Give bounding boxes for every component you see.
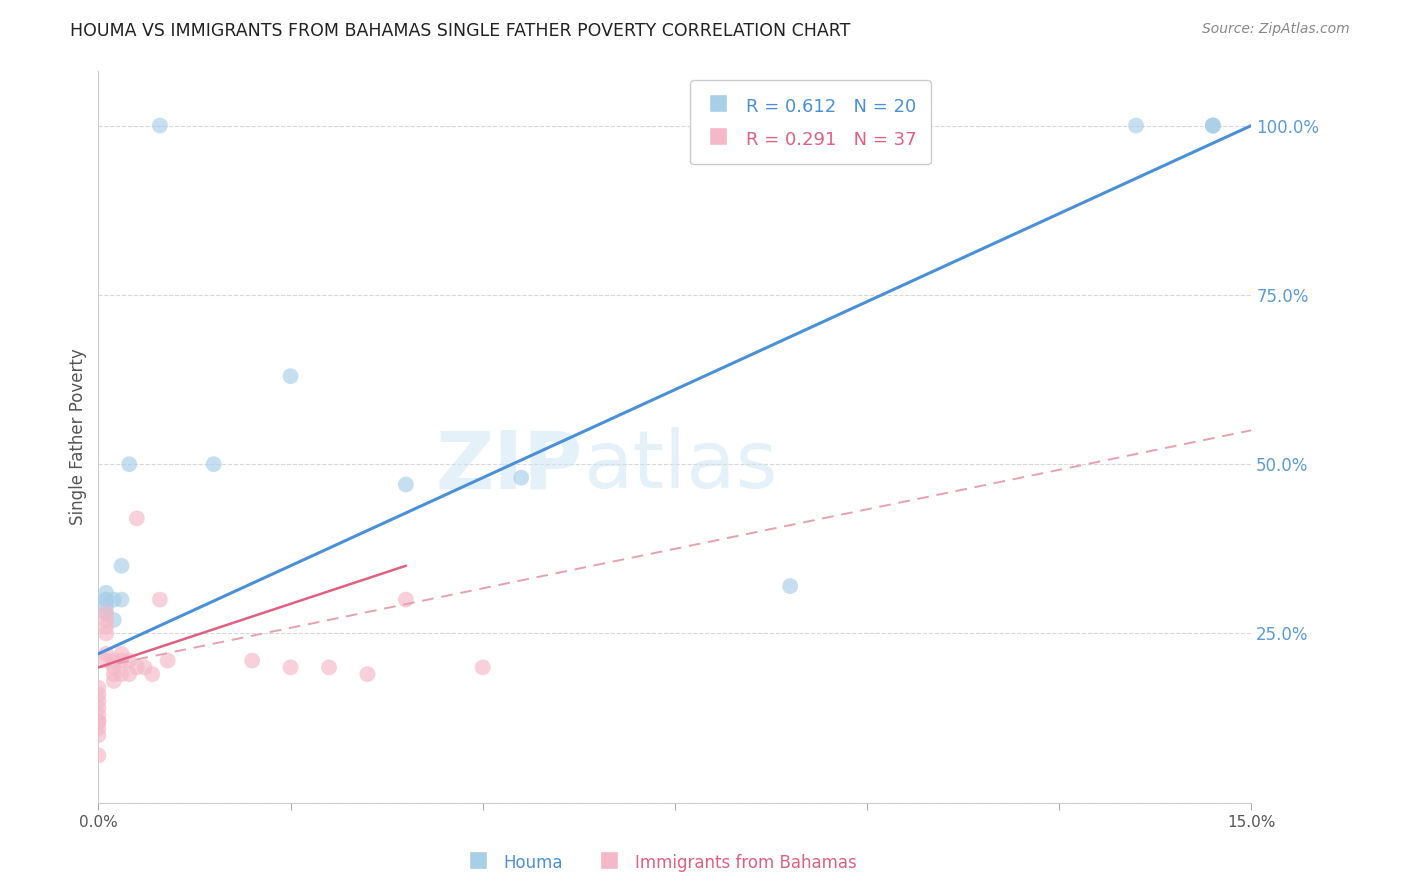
Point bbox=[110, 647, 132, 661]
Point bbox=[118, 667, 141, 681]
Point bbox=[779, 579, 801, 593]
Point bbox=[94, 620, 117, 634]
Point bbox=[94, 647, 117, 661]
Point bbox=[156, 654, 179, 668]
Point bbox=[103, 654, 125, 668]
Point bbox=[510, 471, 533, 485]
Point bbox=[110, 592, 132, 607]
Point bbox=[94, 626, 117, 640]
Text: atlas: atlas bbox=[582, 427, 778, 506]
Point bbox=[318, 660, 340, 674]
Point bbox=[87, 681, 110, 695]
Point bbox=[149, 592, 172, 607]
Point bbox=[94, 586, 117, 600]
Point bbox=[87, 728, 110, 742]
Point bbox=[87, 714, 110, 729]
Point bbox=[141, 667, 163, 681]
Point bbox=[280, 660, 302, 674]
Point bbox=[94, 592, 117, 607]
Point bbox=[94, 654, 117, 668]
Point bbox=[87, 721, 110, 735]
Point bbox=[94, 606, 117, 620]
Legend: Houma, Immigrants from Bahamas: Houma, Immigrants from Bahamas bbox=[458, 846, 863, 880]
Point bbox=[118, 457, 141, 471]
Point bbox=[395, 592, 418, 607]
Text: Source: ZipAtlas.com: Source: ZipAtlas.com bbox=[1202, 22, 1350, 37]
Point bbox=[1202, 119, 1225, 133]
Point bbox=[103, 673, 125, 688]
Point bbox=[87, 701, 110, 715]
Point bbox=[134, 660, 156, 674]
Point bbox=[110, 558, 132, 573]
Point bbox=[125, 660, 148, 674]
Point bbox=[149, 119, 172, 133]
Point bbox=[1125, 119, 1147, 133]
Point bbox=[110, 654, 132, 668]
Point bbox=[118, 654, 141, 668]
Point bbox=[202, 457, 225, 471]
Point bbox=[87, 714, 110, 729]
Point bbox=[103, 667, 125, 681]
Point bbox=[471, 660, 494, 674]
Y-axis label: Single Father Poverty: Single Father Poverty bbox=[69, 349, 87, 525]
Point bbox=[94, 599, 117, 614]
Point bbox=[125, 511, 148, 525]
Point bbox=[87, 707, 110, 722]
Point bbox=[240, 654, 263, 668]
Point bbox=[94, 592, 117, 607]
Point bbox=[103, 592, 125, 607]
Point bbox=[280, 369, 302, 384]
Legend: R = 0.612   N = 20, R = 0.291   N = 37: R = 0.612 N = 20, R = 0.291 N = 37 bbox=[690, 80, 931, 164]
Point bbox=[94, 613, 117, 627]
Point bbox=[356, 667, 378, 681]
Text: HOUMA VS IMMIGRANTS FROM BAHAMAS SINGLE FATHER POVERTY CORRELATION CHART: HOUMA VS IMMIGRANTS FROM BAHAMAS SINGLE … bbox=[70, 22, 851, 40]
Point bbox=[103, 660, 125, 674]
Point bbox=[103, 613, 125, 627]
Point bbox=[110, 667, 132, 681]
Point bbox=[395, 477, 418, 491]
Point bbox=[1202, 119, 1225, 133]
Point bbox=[87, 748, 110, 763]
Text: ZIP: ZIP bbox=[436, 427, 582, 506]
Point bbox=[94, 606, 117, 620]
Point bbox=[1202, 119, 1225, 133]
Point bbox=[87, 694, 110, 708]
Point bbox=[87, 688, 110, 702]
